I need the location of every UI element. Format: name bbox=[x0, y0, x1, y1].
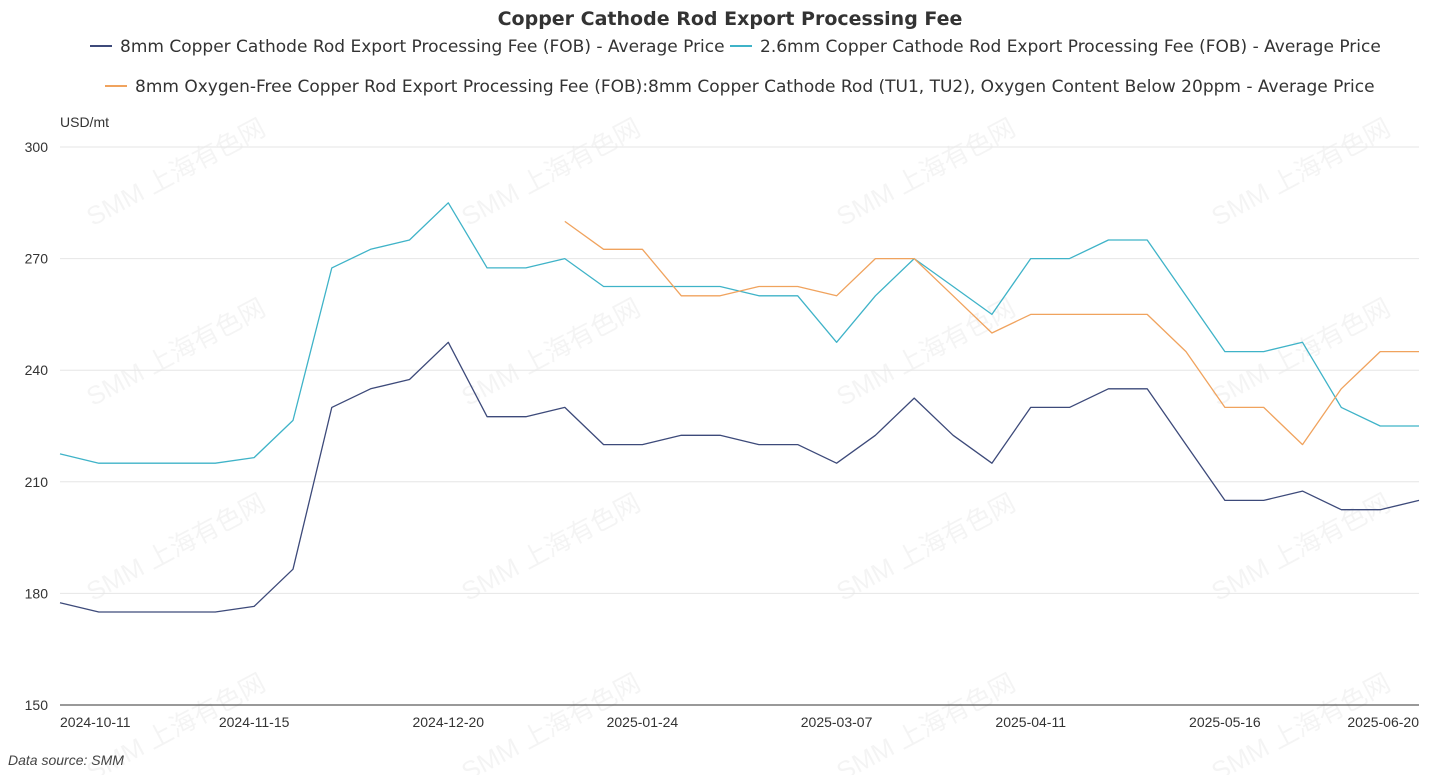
watermark-layer: SMM 上海有色网 SMM 上海有色网 SMM 上海有色网 SMM 上海有色网 SMM … bbox=[81, 112, 1395, 775]
x-axis-ticks: 2024-10-11 2024-11-15 2024-12-20 2025-01-24… bbox=[60, 714, 1419, 730]
gridlines bbox=[60, 146, 1419, 594]
legend-label-2[interactable]: 2.6mm Copper Cathode Rod Export Processi… bbox=[760, 37, 1381, 57]
y-tick-label: 150 bbox=[25, 697, 49, 713]
series-line-3 bbox=[564, 220, 1419, 446]
watermark-text: SMM 上海有色网 bbox=[1206, 112, 1395, 231]
y-tick-label: 270 bbox=[25, 251, 49, 267]
watermark-text: SMM 上海有色网 bbox=[831, 292, 1020, 411]
watermark-text: SMM 上海有色网 bbox=[831, 112, 1020, 231]
series-line-2 bbox=[59, 202, 1419, 464]
y-tick-label: 300 bbox=[25, 139, 49, 155]
chart-title: Copper Cathode Rod Export Processing Fee bbox=[498, 8, 963, 30]
watermark-text: SMM 上海有色网 bbox=[1206, 487, 1395, 606]
y-tick-label: 210 bbox=[25, 474, 49, 490]
x-tick-label: 2025-01-24 bbox=[607, 714, 679, 730]
series-layer bbox=[59, 202, 1420, 613]
x-tick-label: 2025-05-16 bbox=[1189, 714, 1261, 730]
x-tick-label: 2025-04-11 bbox=[995, 714, 1066, 730]
x-tick-label: 2025-06-20 bbox=[1347, 714, 1419, 730]
watermark-text: SMM 上海有色网 bbox=[81, 112, 270, 231]
data-source: Data source: SMM bbox=[8, 752, 124, 768]
y-tick-label: 180 bbox=[25, 585, 49, 601]
watermark-text: SMM 上海有色网 bbox=[81, 487, 270, 606]
y-axis-unit: USD/mt bbox=[60, 114, 109, 130]
x-tick-label: 2024-11-15 bbox=[219, 714, 290, 730]
x-tick-label: 2024-10-11 bbox=[60, 714, 131, 730]
x-tick-label: 2025-03-07 bbox=[801, 714, 873, 730]
watermark-text: SMM 上海有色网 bbox=[456, 292, 645, 411]
legend: 8mm Copper Cathode Rod Export Processing… bbox=[90, 37, 1381, 97]
legend-label-1[interactable]: 8mm Copper Cathode Rod Export Processing… bbox=[120, 37, 725, 57]
series-line-1 bbox=[59, 341, 1420, 613]
watermark-text: SMM 上海有色网 bbox=[456, 487, 645, 606]
y-axis-ticks: 150 180 210 240 270 300 bbox=[25, 139, 49, 713]
y-tick-label: 240 bbox=[25, 362, 49, 378]
legend-label-3[interactable]: 8mm Oxygen-Free Copper Rod Export Proces… bbox=[135, 77, 1375, 97]
watermark-text: SMM 上海有色网 bbox=[81, 292, 270, 411]
x-tick-label: 2024-12-20 bbox=[412, 714, 484, 730]
watermark-text: SMM 上海有色网 bbox=[456, 112, 645, 231]
watermark-text: SMM 上海有色网 bbox=[831, 487, 1020, 606]
